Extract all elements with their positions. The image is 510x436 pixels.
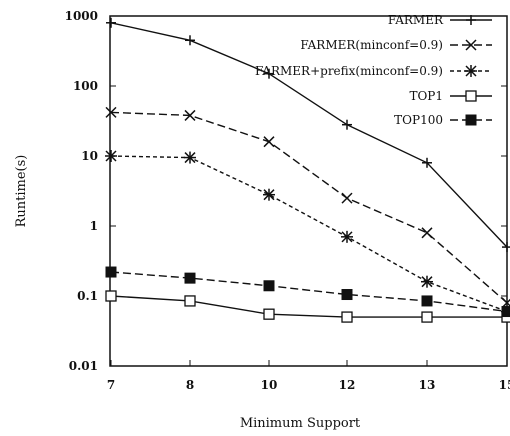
x-marker — [341, 192, 353, 204]
series-group — [105, 290, 510, 323]
plus-marker — [185, 35, 195, 46]
x-tick-label: 8 — [186, 378, 194, 392]
series-line — [110, 22, 508, 248]
series-group — [105, 266, 510, 318]
legend-label: FARMER — [388, 13, 444, 27]
y-tick-label: 1000 — [65, 9, 98, 23]
y-axis-title: Runtime(s) — [14, 155, 29, 228]
open-square-marker — [465, 90, 477, 102]
series-group — [106, 17, 510, 253]
asterisk-marker — [263, 188, 275, 201]
series-line — [110, 155, 508, 313]
filled-square-marker — [501, 306, 510, 318]
plus-marker — [342, 119, 352, 130]
open-square-marker — [341, 311, 353, 323]
y-tick-label: 0.1 — [77, 289, 98, 303]
legend-label: TOP1 — [409, 89, 443, 103]
plus-marker — [422, 157, 432, 168]
axis-ticks: 1000 100 10 1 0.1 0.01 7 8 10 12 13 15 — [65, 9, 510, 392]
series-group — [105, 150, 510, 318]
plot-frame — [109, 15, 508, 367]
series-layer — [105, 17, 510, 323]
asterisk-marker — [465, 65, 477, 77]
open-square-marker — [421, 311, 433, 323]
plus-marker — [466, 15, 476, 25]
marker-stroke — [465, 39, 477, 51]
series-group — [105, 106, 510, 309]
marker-stroke — [263, 136, 275, 148]
plus-marker — [264, 68, 274, 79]
marker-stroke — [421, 227, 433, 239]
asterisk-marker — [184, 151, 196, 164]
series-line — [110, 295, 507, 318]
asterisk-marker — [341, 230, 353, 243]
marker-stroke — [184, 109, 196, 121]
y-tick-label: 10 — [81, 149, 98, 163]
asterisk-marker — [105, 150, 117, 162]
series-line — [110, 271, 508, 313]
legend: FARMER FARMER(minconf=0.9) FARMER+prefix(m… — [255, 13, 492, 127]
filled-square-marker — [184, 272, 196, 284]
x-axis-title: Minimum Support — [240, 416, 361, 431]
y-tick-label: 0.01 — [69, 359, 98, 373]
x-marker — [263, 136, 275, 148]
open-square-marker — [105, 290, 117, 302]
x-tick-label: 15 — [499, 378, 510, 392]
x-tick-label: 12 — [339, 378, 356, 392]
x-tick-label: 10 — [261, 378, 278, 392]
y-tick-label: 100 — [73, 79, 98, 93]
x-marker — [184, 109, 196, 121]
asterisk-marker — [421, 275, 433, 288]
marker-stroke — [341, 192, 353, 204]
series-line — [110, 111, 508, 304]
open-square-marker — [263, 308, 275, 320]
x-marker — [421, 227, 433, 239]
marker-stroke — [105, 106, 117, 118]
plus-marker — [502, 242, 510, 253]
filled-square-marker — [105, 266, 117, 278]
y-tick-label: 1 — [90, 219, 98, 233]
x-tick-label: 7 — [107, 378, 115, 392]
filled-square-marker — [341, 289, 353, 301]
legend-label: TOP100 — [394, 113, 443, 127]
filled-square-marker — [465, 114, 477, 126]
plus-marker — [106, 17, 116, 28]
filled-square-marker — [421, 295, 433, 307]
x-tick-label: 13 — [419, 378, 436, 392]
open-square-marker — [184, 295, 196, 307]
x-marker — [465, 39, 477, 51]
x-marker — [105, 106, 117, 118]
legend-label: FARMER+prefix(minconf=0.9) — [255, 64, 443, 78]
filled-square-marker — [263, 280, 275, 292]
legend-label: FARMER(minconf=0.9) — [300, 38, 443, 52]
